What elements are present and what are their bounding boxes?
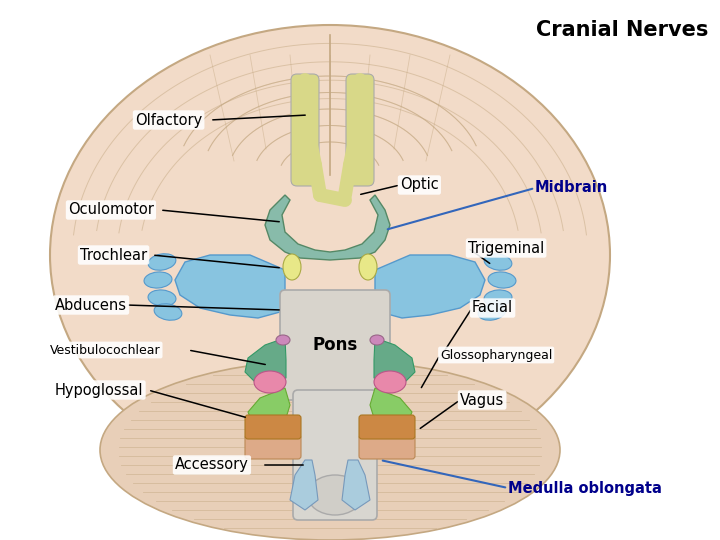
FancyBboxPatch shape	[280, 290, 390, 400]
Ellipse shape	[484, 254, 512, 270]
Text: Oculomotor: Oculomotor	[68, 202, 154, 218]
Text: Midbrain: Midbrain	[535, 180, 608, 195]
Text: Vagus: Vagus	[460, 393, 504, 408]
Polygon shape	[265, 195, 390, 260]
FancyBboxPatch shape	[291, 74, 319, 186]
FancyBboxPatch shape	[245, 435, 301, 459]
Text: Accessory: Accessory	[175, 457, 249, 472]
Ellipse shape	[148, 254, 176, 270]
FancyBboxPatch shape	[359, 415, 415, 439]
Polygon shape	[374, 338, 415, 385]
FancyBboxPatch shape	[346, 74, 374, 186]
Polygon shape	[342, 460, 370, 510]
Text: Trigeminal: Trigeminal	[468, 240, 544, 255]
Text: Medulla oblongata: Medulla oblongata	[508, 481, 662, 496]
Ellipse shape	[144, 272, 172, 288]
Text: Glossopharyngeal: Glossopharyngeal	[440, 348, 552, 361]
Ellipse shape	[370, 335, 384, 345]
Text: Facial: Facial	[472, 300, 513, 315]
Polygon shape	[375, 255, 485, 318]
Text: Olfactory: Olfactory	[135, 112, 202, 127]
Text: Pons: Pons	[312, 336, 358, 354]
FancyBboxPatch shape	[359, 435, 415, 459]
Polygon shape	[245, 338, 286, 385]
Ellipse shape	[148, 290, 176, 306]
Ellipse shape	[254, 371, 286, 393]
Text: Abducens: Abducens	[55, 298, 127, 313]
Ellipse shape	[484, 290, 512, 306]
Ellipse shape	[154, 304, 182, 320]
Text: Cranial Nerves: Cranial Nerves	[536, 20, 708, 40]
Ellipse shape	[374, 371, 406, 393]
Text: Vestibulocochlear: Vestibulocochlear	[50, 343, 161, 356]
Text: Trochlear: Trochlear	[80, 247, 147, 262]
Ellipse shape	[359, 254, 377, 280]
Ellipse shape	[50, 25, 610, 485]
Polygon shape	[248, 388, 290, 425]
Polygon shape	[290, 460, 318, 510]
FancyBboxPatch shape	[293, 390, 377, 520]
Ellipse shape	[100, 360, 560, 540]
Ellipse shape	[307, 475, 362, 515]
Ellipse shape	[478, 304, 506, 320]
Ellipse shape	[283, 254, 301, 280]
Polygon shape	[370, 388, 412, 425]
Ellipse shape	[276, 335, 290, 345]
Text: Hypoglossal: Hypoglossal	[55, 382, 143, 397]
Polygon shape	[175, 255, 285, 318]
Text: Optic: Optic	[400, 178, 438, 192]
FancyBboxPatch shape	[245, 415, 301, 439]
Ellipse shape	[488, 272, 516, 288]
